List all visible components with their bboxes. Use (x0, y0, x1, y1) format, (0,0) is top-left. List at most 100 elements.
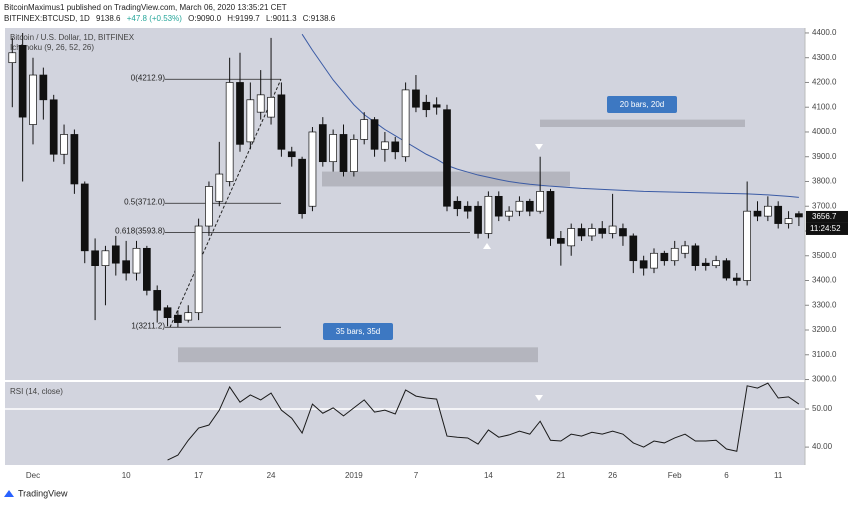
high: H:9199.7 (227, 14, 260, 23)
candle-body (122, 260, 131, 274)
indicator-legend: Ichimoku (9, 26, 52, 26) (10, 43, 94, 52)
candle-body (153, 290, 162, 311)
candle-body (91, 250, 99, 267)
candle-body (205, 186, 213, 227)
candle-body (443, 109, 451, 207)
x-tick-label: Feb (668, 471, 682, 480)
candle-body (484, 195, 493, 234)
candle-body (422, 101, 431, 111)
open: O:9090.0 (188, 14, 222, 23)
candle-body (29, 74, 37, 125)
candle-body (629, 235, 638, 262)
x-tick-label: 11 (774, 471, 783, 480)
x-tick-label: 24 (267, 471, 276, 480)
candle-body (639, 260, 648, 269)
candle-body (60, 134, 68, 155)
candle-body (132, 247, 141, 274)
candle-body (277, 94, 286, 150)
candle-body (619, 228, 627, 237)
candle-body (184, 312, 193, 321)
candle-body (536, 191, 545, 212)
candle-body (763, 205, 772, 217)
candle-body (111, 245, 120, 264)
x-tick-label: 2019 (345, 471, 363, 480)
candle-body (49, 99, 58, 155)
marker-up (483, 243, 491, 249)
candle-body (515, 200, 524, 212)
candle-body (743, 210, 752, 281)
candle-body (598, 228, 607, 234)
candle-body (753, 210, 762, 217)
y-tick-label: 3800.0 (812, 177, 837, 186)
y-tick-label: 3700.0 (812, 201, 837, 210)
countdown: 11:24:52 (810, 224, 841, 233)
candle-body (360, 119, 369, 140)
candle-body (463, 205, 472, 212)
candle-body (18, 44, 27, 118)
candle-body (215, 173, 224, 202)
range-label: 20 bars, 20d (620, 100, 664, 109)
candle-body (722, 260, 731, 279)
y-tick-label: 3000.0 (812, 375, 837, 384)
rsi-pane (5, 382, 805, 465)
candle-body (670, 247, 679, 262)
y-tick-label: 3200.0 (812, 325, 837, 334)
last-price-box (806, 210, 848, 223)
candle-body (556, 238, 565, 244)
candle-body (39, 74, 48, 101)
candle-body (143, 247, 151, 291)
candle-body (525, 200, 534, 212)
candle-body (505, 210, 513, 217)
logo-icon (4, 490, 14, 497)
x-tick-label: 14 (484, 471, 493, 480)
candle-body (329, 134, 337, 163)
header: BitcoinMaximus1 published on TradingView… (4, 2, 339, 24)
candle-body (298, 158, 306, 215)
candle-body (546, 191, 555, 239)
price-pane (5, 28, 805, 380)
fib-label: 0.5(3712.0) (124, 197, 165, 206)
candle-body (494, 195, 503, 217)
candle-body (608, 225, 617, 234)
rsi-legend: RSI (14, close) (10, 387, 63, 396)
y-tick-label: 4200.0 (812, 78, 837, 87)
y-tick-label: 3500.0 (812, 251, 837, 260)
candle-body (70, 134, 79, 185)
candle-body (453, 200, 462, 210)
candle-body (194, 225, 203, 314)
candle-body (567, 228, 576, 247)
marker-down (535, 144, 543, 150)
x-tick-label: 7 (414, 471, 419, 480)
candle-body (577, 228, 586, 237)
quote-line: BITFINEX:BTCUSD, 1D 9138.6 +47.8 (+0.53%… (4, 13, 339, 24)
candle-body (308, 131, 317, 207)
candle-body (474, 205, 482, 234)
y-tick-label: 40.00 (812, 442, 833, 451)
candle-body (732, 277, 741, 281)
countdown-box (806, 222, 848, 235)
candle-body (691, 245, 700, 267)
tradingview-logo (4, 490, 14, 497)
x-tick-label: Dec (26, 471, 40, 480)
x-tick-label: 26 (608, 471, 617, 480)
candle-body (287, 151, 296, 158)
y-tick-label: 4400.0 (812, 28, 837, 37)
change: +47.8 (+0.53%) (126, 14, 182, 23)
candle-body (432, 104, 441, 108)
close: C:9138.6 (302, 14, 336, 23)
rsi-line (167, 382, 800, 461)
ma-line (301, 33, 799, 198)
candle-body (246, 99, 255, 143)
candle-body (712, 260, 720, 267)
candle-body (267, 96, 275, 118)
range-label: 35 bars, 35d (336, 327, 380, 336)
candle-body (774, 205, 783, 224)
candle-body (339, 134, 348, 172)
candle-body (795, 213, 803, 218)
candle-body (80, 183, 89, 252)
candle-body (256, 94, 265, 113)
candle-body (163, 307, 172, 318)
candle-body (381, 141, 389, 150)
